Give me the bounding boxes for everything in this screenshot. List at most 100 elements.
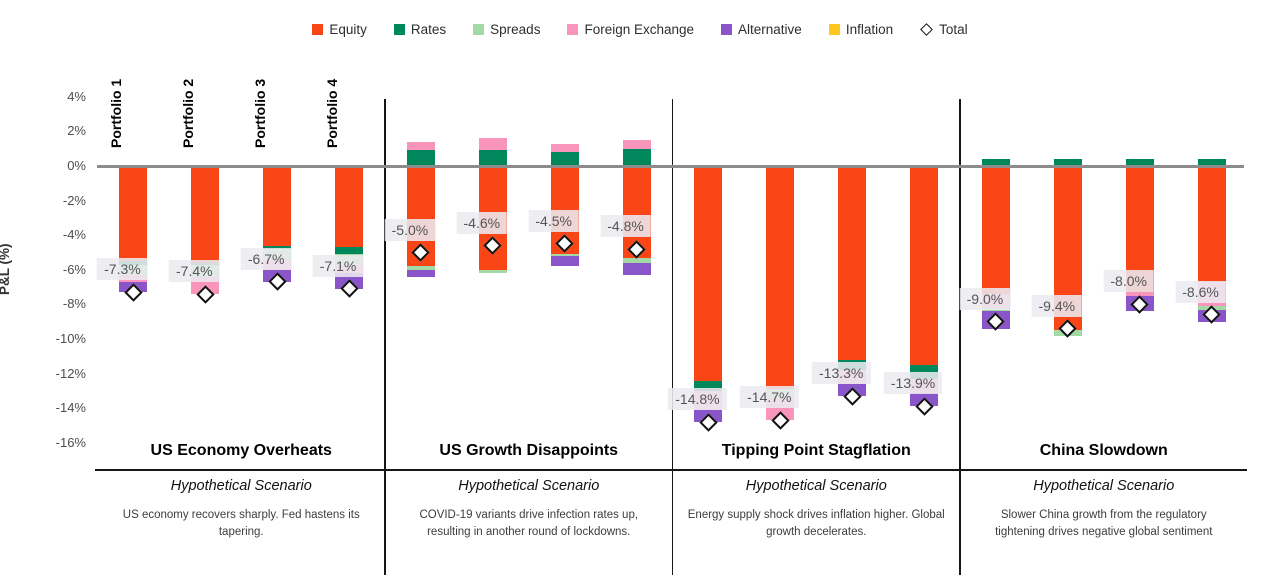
- equity-swatch-icon: [312, 23, 324, 35]
- legend-item-rates: Rates: [393, 21, 447, 37]
- bar-segment-fx: [406, 141, 435, 151]
- y-tick-label: 4%: [67, 88, 86, 104]
- total-diamond-icon: [920, 22, 933, 36]
- bar-segment-rates: [1125, 159, 1154, 166]
- legend-label: Rates: [410, 21, 447, 37]
- scenario-description: Slower China growth from the regulatory …: [995, 509, 1213, 538]
- bar-segment-equity: [766, 166, 795, 390]
- bar-segment-rates: [1053, 159, 1082, 166]
- bar-segment-equity: [119, 166, 148, 262]
- inflation-swatch-icon: [828, 23, 840, 35]
- legend-label: Inflation: [845, 21, 894, 37]
- bar-segment-equity: [335, 166, 364, 248]
- scenario-subtitle: Hypothetical Scenario: [170, 478, 312, 494]
- bar-segment-spreads: [550, 254, 579, 256]
- bar-segment-equity: [838, 166, 867, 360]
- y-tick-label: -16%: [55, 434, 86, 450]
- legend: Equity Rates Spreads Foreign Exchange Altern…: [0, 20, 1280, 38]
- bar-segment-rates: [335, 247, 364, 255]
- rates-swatch-icon: [393, 23, 405, 35]
- legend-item-fx: Foreign Exchange: [567, 22, 694, 37]
- portfolio-label: Portfolio 2: [179, 78, 196, 148]
- total-value-label: -4.8%: [600, 215, 651, 238]
- bar-segment-alternative: [622, 262, 651, 275]
- total-value-label: -6.7%: [240, 247, 292, 270]
- alternative-swatch-icon: [721, 23, 733, 35]
- bar-segment-fx: [622, 140, 651, 149]
- scenario-description: Energy supply shock drives inflation hig…: [687, 509, 945, 538]
- bar-segment-alternative: [406, 269, 435, 277]
- bar-segment-alternative: [550, 255, 579, 267]
- scenario-separator-line: [671, 99, 674, 575]
- zero-baseline: [97, 164, 1244, 168]
- scenario-title: US Growth Disappoints: [439, 442, 619, 459]
- portfolio-label: Portfolio 1: [107, 78, 124, 148]
- y-tick-label: -2%: [62, 192, 86, 208]
- legend-item-total: Total: [920, 22, 968, 37]
- scenario-separator-line: [959, 99, 961, 575]
- bar-segment-fx: [550, 143, 579, 153]
- bar-segment-spreads: [406, 266, 435, 270]
- total-value-label: -14.7%: [740, 386, 799, 409]
- total-value-label: -9.4%: [1031, 294, 1083, 317]
- legend-label: Equity: [329, 21, 367, 37]
- total-value-label: -14.8%: [668, 388, 727, 411]
- bar-segment-fx: [478, 138, 507, 151]
- portfolio-label: Portfolio 3: [251, 78, 268, 148]
- y-tick-label: -6%: [62, 261, 86, 277]
- total-value-label: -7.4%: [169, 260, 220, 283]
- spreads-swatch-icon: [473, 23, 485, 35]
- y-axis-label: P&L (%): [0, 243, 12, 295]
- total-value-label: -9.0%: [959, 287, 1011, 310]
- total-value-label: -13.3%: [812, 362, 871, 385]
- bar-segment-equity: [1197, 166, 1226, 282]
- bar-segment-equity: [191, 166, 220, 263]
- total-value-label: -8.6%: [1175, 280, 1226, 303]
- scenario-axis-line: [95, 468, 1247, 471]
- scenario-title: Tipping Point Stagflation: [721, 442, 911, 459]
- bar-segment-spreads: [478, 269, 507, 274]
- bar-segment-rates: [694, 380, 723, 391]
- legend-item-inflation: Inflation: [828, 21, 894, 37]
- y-tick-label: -4%: [62, 227, 86, 243]
- bar-segment-equity: [263, 166, 292, 246]
- bar-segment-rates: [478, 150, 507, 166]
- y-tick-label: -12%: [55, 365, 86, 381]
- scenario-description: US economy recovers sharply. Fed hastens…: [122, 509, 360, 538]
- legend-item-spreads: Spreads: [473, 22, 540, 37]
- bar-segment-rates: [981, 159, 1010, 166]
- legend-label: Alternative: [738, 21, 802, 37]
- scenario-title: China Slowdown: [1039, 442, 1168, 459]
- portfolio-label: Portfolio 4: [323, 78, 340, 148]
- bar-segment-equity: [981, 166, 1010, 295]
- y-tick-label: -14%: [55, 400, 86, 416]
- y-tick-label: -8%: [62, 296, 86, 312]
- y-tick-label: 2%: [67, 123, 86, 139]
- scenario-subtitle: Hypothetical Scenario: [745, 478, 887, 494]
- y-tick-label: -10%: [55, 331, 86, 346]
- bar-segment-equity: [910, 166, 939, 365]
- total-value-label: -5.0%: [384, 218, 436, 241]
- legend-item-alternative: Alternative: [721, 22, 802, 37]
- fx-swatch-icon: [567, 23, 579, 35]
- total-value-label: -4.6%: [456, 211, 508, 234]
- bar-segment-spreads: [622, 257, 651, 263]
- y-tick-label: 0%: [67, 158, 86, 173]
- total-value-label: -8.0%: [1103, 270, 1154, 293]
- bar-segment-rates: [263, 245, 292, 250]
- total-value-label: -13.9%: [883, 372, 943, 395]
- bar-segment-rates: [1197, 159, 1226, 166]
- legend-label: Total: [939, 21, 968, 37]
- bar-segment-rates: [622, 148, 651, 166]
- bar-segment-rates: [406, 150, 435, 166]
- bar-segment-fx: [1125, 292, 1154, 296]
- scenario-title: US Economy Overheats: [150, 442, 332, 459]
- total-value-label: -7.1%: [312, 254, 364, 277]
- legend-label: Spreads: [490, 21, 541, 37]
- scenario-subtitle: Hypothetical Scenario: [1033, 478, 1175, 494]
- total-value-label: -4.5%: [528, 209, 579, 232]
- total-value-label: -7.3%: [97, 258, 148, 281]
- legend-item-equity: Equity: [312, 22, 367, 37]
- scenario-subtitle: Hypothetical Scenario: [458, 478, 600, 494]
